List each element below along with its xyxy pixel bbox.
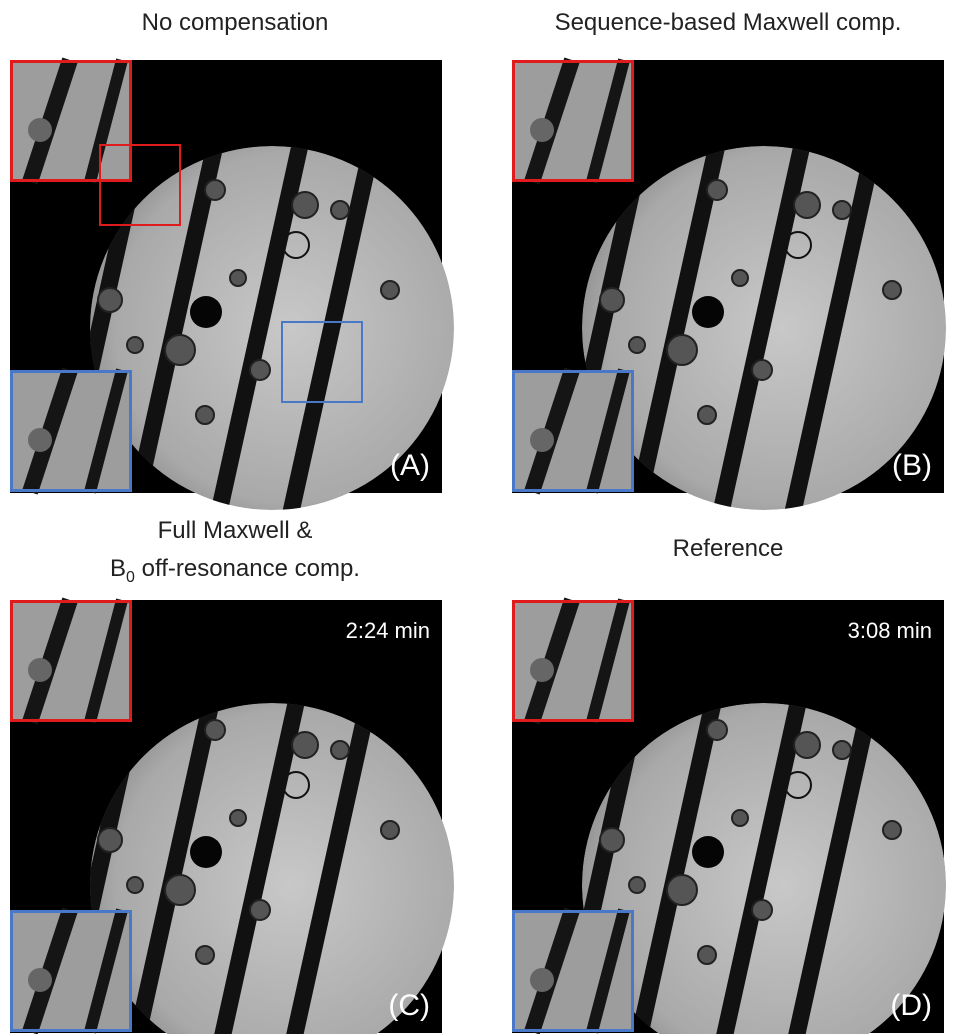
image-panel: (C) 2:24 min bbox=[10, 600, 454, 1034]
phantom-vial bbox=[165, 875, 195, 905]
phantom-vial bbox=[98, 828, 122, 852]
phantom-vial bbox=[190, 296, 222, 328]
phantom-vial bbox=[230, 270, 246, 286]
image-panel: (B) bbox=[512, 60, 946, 530]
phantom-vial bbox=[883, 821, 901, 839]
phantom-vial bbox=[707, 180, 727, 200]
phantom-vial bbox=[833, 741, 851, 759]
phantom-vial bbox=[732, 810, 748, 826]
phantom-vial bbox=[292, 732, 318, 758]
scan-time: 2:24 min bbox=[346, 618, 430, 643]
phantom-vial bbox=[331, 201, 349, 219]
inset-vial bbox=[530, 428, 554, 452]
panel-label: (C) bbox=[388, 989, 430, 1022]
panel-title: B0 off-resonance comp. bbox=[110, 555, 360, 586]
phantom-vial bbox=[692, 836, 724, 868]
page: {"panels": [ {"title": "No compensation"… bbox=[0, 0, 962, 1034]
phantom-vial bbox=[600, 288, 624, 312]
inset bbox=[512, 910, 634, 1032]
phantom-vial bbox=[707, 720, 727, 740]
inset bbox=[10, 910, 132, 1032]
phantom-vial bbox=[250, 360, 270, 380]
panel-label: (B) bbox=[892, 449, 932, 482]
phantom-vial bbox=[600, 828, 624, 852]
inset bbox=[10, 600, 132, 722]
phantom-vial bbox=[629, 877, 645, 893]
phantom-vial bbox=[250, 900, 270, 920]
figure: (A) (B) (C) 2:24 min (D) 3:08 min No compensa… bbox=[0, 0, 962, 1034]
panel-title: Full Maxwell & bbox=[158, 517, 313, 544]
title-part: off-resonance comp. bbox=[135, 555, 360, 582]
panel-label: (D) bbox=[890, 989, 932, 1022]
phantom-vial bbox=[794, 192, 820, 218]
panel-label: (A) bbox=[390, 449, 430, 482]
phantom-vial bbox=[667, 335, 697, 365]
phantom-vial bbox=[205, 720, 225, 740]
phantom-vial bbox=[629, 337, 645, 353]
inset-vial bbox=[530, 118, 554, 142]
phantom-vial bbox=[833, 201, 851, 219]
phantom-vial bbox=[190, 836, 222, 868]
phantom-vial bbox=[698, 406, 716, 424]
scan-time: 3:08 min bbox=[848, 618, 932, 643]
inset-vial bbox=[530, 658, 554, 682]
phantom-vial bbox=[883, 281, 901, 299]
image-panel: (D) 3:08 min bbox=[512, 600, 946, 1034]
inset bbox=[512, 370, 634, 492]
phantom-vial bbox=[98, 288, 122, 312]
panel-title: Sequence-based Maxwell comp. bbox=[555, 9, 902, 36]
inset-vial bbox=[28, 428, 52, 452]
phantom-vial bbox=[667, 875, 697, 905]
phantom-vial bbox=[165, 335, 195, 365]
phantom-vial bbox=[331, 741, 349, 759]
panel-title: No compensation bbox=[142, 9, 329, 36]
phantom-vial bbox=[752, 900, 772, 920]
inset-vial bbox=[28, 118, 52, 142]
inset bbox=[10, 60, 132, 182]
inset-vial bbox=[28, 658, 52, 682]
phantom-vial bbox=[196, 946, 214, 964]
image-panel: (A) bbox=[10, 60, 454, 530]
phantom-vial bbox=[381, 821, 399, 839]
inset bbox=[512, 600, 634, 722]
phantom-vial bbox=[292, 192, 318, 218]
inset-vial bbox=[530, 968, 554, 992]
panel-title: Reference bbox=[673, 535, 784, 562]
phantom-vial bbox=[205, 180, 225, 200]
phantom-vial bbox=[196, 406, 214, 424]
phantom-vial bbox=[752, 360, 772, 380]
phantom-vial bbox=[127, 877, 143, 893]
inset-vial bbox=[28, 968, 52, 992]
phantom-vial bbox=[794, 732, 820, 758]
inset bbox=[10, 370, 132, 492]
phantom-vial bbox=[230, 810, 246, 826]
title-part: B bbox=[110, 555, 126, 582]
title-subscript: 0 bbox=[126, 569, 135, 586]
phantom-vial bbox=[692, 296, 724, 328]
phantom-vial bbox=[732, 270, 748, 286]
panels: (A) (B) (C) 2:24 min (D) 3:08 min bbox=[10, 60, 946, 1034]
phantom-vial bbox=[127, 337, 143, 353]
inset bbox=[512, 60, 634, 182]
phantom-vial bbox=[381, 281, 399, 299]
phantom-vial bbox=[698, 946, 716, 964]
